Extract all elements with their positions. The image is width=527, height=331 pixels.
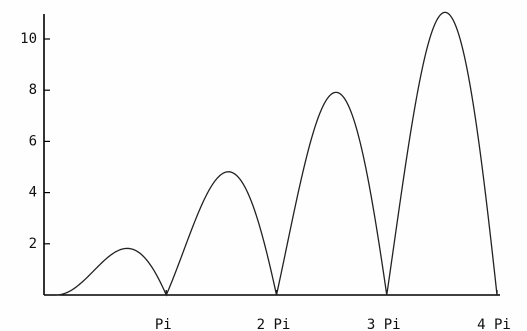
x-tick-label: 3 Pi [367,317,401,331]
y-tick-label: 6 [29,133,37,149]
x-tick-label: 2 Pi [257,317,291,331]
x-tick-label: 4 Pi [477,317,511,331]
tick-labels: 2 4 6 8 10 Pi 2 Pi 3 Pi 4 Pi [20,31,511,331]
x-tick-label: Pi [155,317,172,331]
y-tick-label: 2 [29,236,37,252]
y-tick-label: 10 [20,31,37,47]
y-tick-label: 8 [29,82,37,98]
ticks [44,38,498,295]
y-tick-label: 4 [29,185,37,201]
series-line [55,11,498,297]
axes [43,14,500,296]
